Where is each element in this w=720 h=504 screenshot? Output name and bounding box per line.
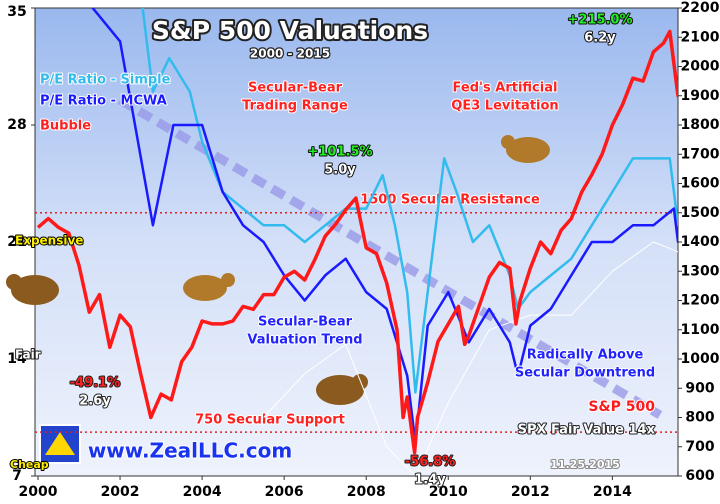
annotation: +215.0%	[567, 13, 632, 28]
legend-label: SPX Fair Value 14x	[518, 423, 656, 438]
x-tick-label: 2010	[429, 484, 468, 500]
y2-tick-label: 1600	[681, 176, 720, 192]
trend-line	[117, 96, 663, 419]
annotation: 11.25.2015	[550, 458, 620, 471]
annotation: Fed's Artificial	[453, 81, 558, 96]
y2-tick-label: 1800	[681, 117, 720, 133]
y-tick-label: 21	[7, 234, 26, 250]
annotation: Cheap	[10, 458, 49, 471]
annotation: 5.0y	[324, 163, 356, 178]
legend-label: P/E Ratio - MCWA	[40, 94, 167, 109]
annotation: -49.1%	[70, 376, 121, 391]
reference-label: 1500 Secular Resistance	[360, 192, 540, 207]
x-tick-label: 2014	[593, 484, 632, 500]
annotation: +101.5%	[307, 145, 372, 160]
annotation: Trading Range	[242, 99, 348, 114]
annotation: Radically Above	[527, 348, 644, 363]
annotation: Expensive	[15, 234, 83, 248]
bull-icon	[501, 135, 550, 163]
x-tick-label: 2000	[19, 484, 58, 500]
y-tick-label: 14	[7, 351, 27, 367]
annotation: Fair	[15, 348, 41, 362]
x-tick-label: 2002	[101, 484, 140, 500]
annotation: Valuation Trend	[247, 333, 362, 348]
annotation: Secular Downtrend	[515, 366, 655, 381]
x-tick-label: 2012	[511, 484, 550, 500]
y2-tick-label: 1200	[681, 293, 720, 309]
annotation: Secular-Bear	[258, 315, 353, 330]
annotation: www.ZealLLC.com	[88, 439, 292, 463]
bull-icon	[183, 273, 235, 301]
annotation: 2.6y	[79, 394, 111, 409]
y2-tick-label: 600	[685, 468, 714, 484]
annotation: Bubble	[40, 119, 91, 134]
y2-tick-label: 700	[685, 439, 714, 455]
y2-tick-label: 1700	[681, 146, 720, 162]
y2-tick-label: 1100	[681, 322, 720, 338]
y2-tick-label: 1400	[681, 234, 720, 250]
y-tick-label: 35	[7, 4, 26, 20]
y2-tick-label: 900	[685, 380, 714, 396]
y2-tick-label: 1000	[681, 351, 720, 367]
reference-label: 750 Secular Support	[195, 413, 345, 428]
annotation: -56.8%	[405, 455, 456, 470]
y2-tick-label: 2200	[681, 0, 720, 16]
x-tick-label: 2004	[183, 484, 222, 500]
y2-tick-label: 2100	[681, 29, 720, 45]
legend-label: S&P 500	[588, 399, 655, 415]
annotation: Secular-Bear	[248, 81, 343, 96]
annotation: 6.2y	[584, 31, 616, 46]
annotation: QE3 Levitation	[451, 99, 558, 114]
series-line	[141, 8, 678, 394]
legend-label: P/E Ratio - Simple	[40, 73, 171, 88]
chart-subtitle: 2000 - 2015	[250, 47, 330, 61]
series-line	[36, 29, 678, 455]
plot-lines	[36, 8, 678, 476]
x-tick-label: 2008	[347, 484, 386, 500]
y-tick-label: 28	[7, 117, 26, 133]
y2-tick-label: 1500	[681, 205, 720, 221]
y2-tick-label: 2000	[681, 59, 720, 75]
bear-icon	[316, 374, 368, 405]
chart-title: S&P 500 Valuations	[152, 16, 428, 45]
y-tick-label: 7	[12, 468, 22, 484]
y2-tick-label: 800	[685, 410, 714, 426]
bear-icon	[6, 274, 59, 305]
logo	[39, 424, 81, 464]
annotation: 1.4y	[414, 473, 446, 488]
y2-tick-label: 1300	[681, 263, 720, 279]
x-tick-label: 2006	[265, 484, 304, 500]
y2-tick-label: 1900	[681, 88, 720, 104]
series-line	[263, 241, 678, 476]
